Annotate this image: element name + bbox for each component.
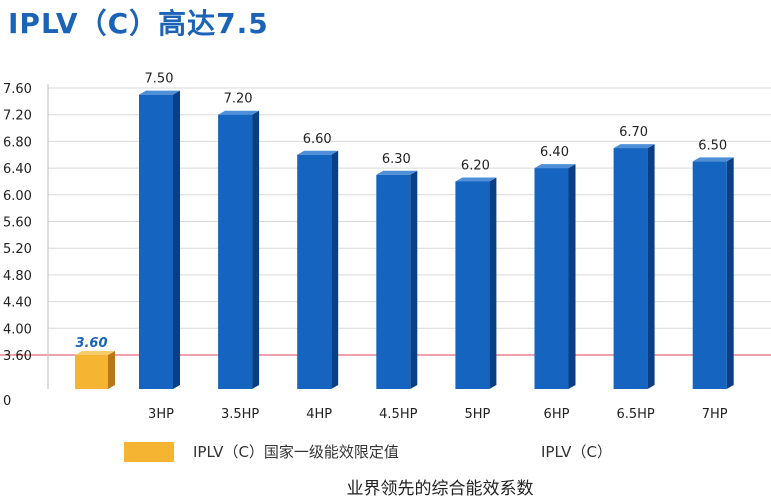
data-label: 6.70 (619, 125, 648, 140)
y-tick-label: 4.40 (3, 296, 32, 311)
bar (376, 170, 418, 389)
bar-side (647, 144, 655, 389)
chart-title: IPLV（C）高达7.5 (8, 7, 269, 40)
bar-top (534, 164, 576, 169)
y-tick-label: 3.60 (3, 349, 32, 364)
bar-face (218, 114, 253, 389)
bar-side (568, 164, 576, 389)
data-label: 7.50 (145, 72, 174, 87)
bar-top (692, 157, 734, 162)
bar-top (613, 144, 655, 149)
bar (297, 150, 339, 389)
bars: 3.60 7.50 7.20 6.60 6.30 6.20 6.40 6.70 6.50 (75, 72, 734, 390)
x-axis: 3HP 3.5HP 4HP 4.5HP 5HP 6HP 6.5HP 7HP (148, 407, 728, 422)
legend-label-standard: IPLV（C）国家一级能效限定值 (193, 443, 399, 461)
y-tick-label: 0 (3, 394, 11, 409)
bar-top (376, 170, 418, 175)
data-label: 6.60 (303, 132, 332, 147)
data-label: 6.40 (540, 145, 569, 160)
bar-side (726, 157, 734, 389)
bar-side (173, 90, 180, 390)
y-tick-label: 7.20 (3, 109, 32, 124)
bar (455, 177, 497, 389)
bar-face (376, 174, 411, 389)
bar (613, 144, 655, 389)
bar-face (455, 181, 490, 389)
x-tick-label: 3HP (148, 407, 174, 422)
bar-top (297, 150, 339, 155)
chart-caption: 业界领先的综合能效系数 (347, 479, 534, 499)
y-tick-label: 7.60 (3, 82, 32, 97)
data-label: 6.20 (461, 158, 490, 173)
bar-side (252, 110, 260, 389)
y-tick-label: 6.80 (3, 135, 32, 150)
bar-face (534, 168, 569, 389)
y-tick-label: 6.40 (3, 162, 32, 177)
x-tick-label: 6HP (544, 407, 570, 422)
y-tick-label: 4.80 (3, 269, 32, 284)
data-label: 6.50 (698, 138, 727, 153)
x-tick-label: 5HP (464, 407, 490, 422)
legend-swatch-standard (124, 442, 174, 462)
x-tick-label: 4.5HP (379, 407, 417, 422)
bar-top (218, 110, 260, 115)
bar-top (455, 177, 497, 182)
x-tick-label: 4HP (306, 407, 332, 422)
bar-face (613, 148, 648, 389)
x-tick-label: 3.5HP (221, 407, 259, 422)
bar-side (331, 150, 339, 389)
bar (534, 164, 576, 389)
bar-face (297, 154, 332, 389)
bar (218, 110, 260, 389)
y-tick-label: 6.00 (3, 189, 32, 204)
bar-top (139, 90, 180, 95)
bar-side (410, 170, 418, 389)
bar (139, 90, 180, 390)
standard-bar (75, 351, 115, 389)
data-label: 6.30 (382, 152, 411, 167)
standard-bar-face (75, 355, 108, 389)
bar (692, 157, 734, 389)
standard-bar-top (75, 351, 115, 355)
legend: IPLV（C）国家一级能效限定值 IPLV（C） (124, 442, 612, 462)
standard-value-label: 3.60 (75, 336, 107, 351)
legend-label-series: IPLV（C） (541, 443, 612, 461)
y-tick-label: 4.00 (3, 322, 32, 337)
y-tick-label: 5.20 (3, 242, 32, 257)
y-axis: 7.60 7.20 6.80 6.40 6.00 5.60 5.20 4.80 4.40 4.00… (3, 82, 49, 409)
data-label: 7.20 (224, 92, 253, 107)
x-tick-label: 7HP (702, 407, 728, 422)
y-tick-label: 5.60 (3, 216, 32, 231)
x-tick-label: 6.5HP (616, 407, 654, 422)
bar-side (489, 177, 497, 389)
bar-face (692, 161, 727, 389)
bar-face (139, 94, 173, 390)
standard-bar-side (108, 351, 115, 389)
